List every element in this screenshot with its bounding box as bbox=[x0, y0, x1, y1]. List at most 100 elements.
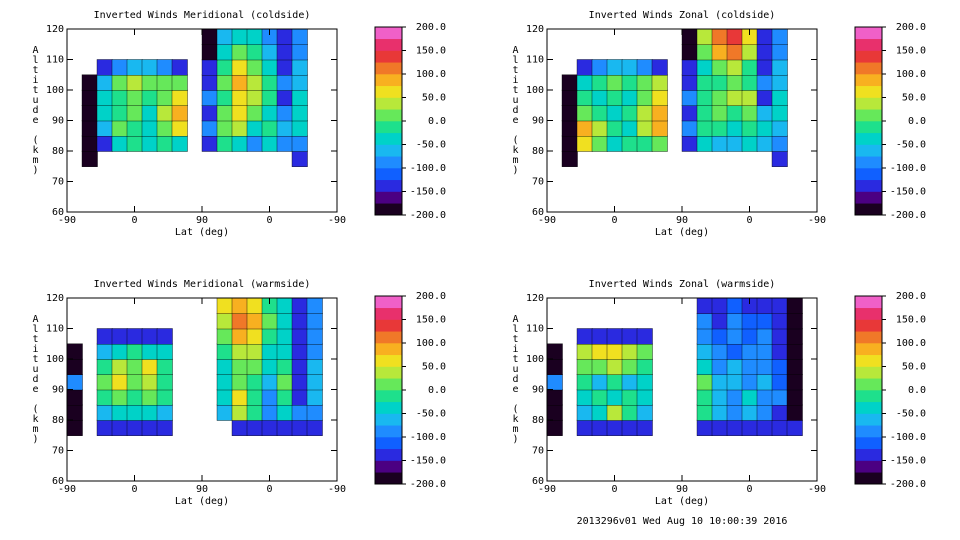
colorbar-band bbox=[855, 437, 882, 450]
contour-cell bbox=[306, 313, 323, 330]
contour-cell bbox=[726, 120, 743, 137]
y-tick-label: 100 bbox=[46, 85, 64, 96]
colorbar-band bbox=[855, 448, 882, 461]
contour-cell bbox=[636, 135, 653, 152]
contour-cell bbox=[621, 358, 638, 375]
contour-cell bbox=[711, 313, 728, 330]
contour-cell bbox=[711, 358, 728, 375]
contour-cell bbox=[261, 105, 278, 122]
contour-cell bbox=[261, 358, 278, 375]
contour-cell bbox=[771, 313, 788, 330]
contour-cell bbox=[621, 105, 638, 122]
contour-cell bbox=[696, 389, 713, 406]
contour-cell bbox=[246, 313, 263, 330]
contour-cell bbox=[141, 419, 158, 436]
contour-cell bbox=[261, 59, 278, 76]
colorbar-label: -50.0 bbox=[896, 140, 926, 151]
contour-cell bbox=[96, 120, 113, 137]
contour-cell bbox=[696, 59, 713, 76]
contour-cell bbox=[141, 135, 158, 152]
colorbar-band bbox=[855, 27, 882, 40]
colorbar-label: -150.0 bbox=[890, 187, 926, 198]
contour-cell bbox=[291, 135, 308, 152]
contour-cell bbox=[696, 419, 713, 436]
contour-cell bbox=[741, 120, 758, 137]
contour-cell bbox=[156, 374, 173, 391]
contour-cell bbox=[171, 135, 188, 152]
y-tick-label: 80 bbox=[532, 415, 544, 426]
contour-cell bbox=[621, 374, 638, 391]
contour-cell bbox=[771, 358, 788, 375]
contour-cell bbox=[291, 328, 308, 345]
contour-cell bbox=[261, 389, 278, 406]
y-axis-label: Altitude (km) bbox=[510, 45, 521, 175]
contour-cell bbox=[741, 343, 758, 360]
y-tick-label: 90 bbox=[532, 116, 544, 127]
contour-cell bbox=[606, 328, 623, 345]
contour-cell bbox=[111, 374, 128, 391]
contour-cell bbox=[651, 59, 668, 76]
contour-cell bbox=[111, 328, 128, 345]
contour-cell bbox=[201, 120, 218, 137]
contour-cell bbox=[696, 89, 713, 106]
contour-cell bbox=[726, 389, 743, 406]
colorbar-band bbox=[855, 425, 882, 438]
colorbar-band bbox=[375, 203, 402, 216]
contour-cell bbox=[306, 297, 323, 314]
colorbar-label: 50.0 bbox=[902, 93, 926, 104]
contour-cell bbox=[756, 135, 773, 152]
contour-cell bbox=[216, 135, 233, 152]
colorbar-band bbox=[375, 307, 402, 320]
contour-cell bbox=[66, 358, 83, 375]
contour-cell bbox=[696, 135, 713, 152]
contour-cell bbox=[261, 328, 278, 345]
x-tick-label: -90 bbox=[328, 484, 346, 495]
contour-cell bbox=[231, 120, 248, 137]
y-tick-label: 60 bbox=[532, 207, 544, 218]
contour-cell bbox=[261, 419, 278, 436]
contour-cell bbox=[276, 297, 293, 314]
contour-cell bbox=[231, 389, 248, 406]
contour-cell bbox=[786, 297, 803, 314]
contour-cell bbox=[561, 120, 578, 137]
contour-cell bbox=[171, 120, 188, 137]
contour-cell bbox=[711, 374, 728, 391]
contour-cell bbox=[81, 89, 98, 106]
contour-cell bbox=[291, 89, 308, 106]
contour-cell bbox=[756, 120, 773, 137]
contour-cell bbox=[711, 297, 728, 314]
colorbar-label: -200.0 bbox=[890, 479, 926, 490]
colorbar-band bbox=[375, 296, 402, 309]
contour-cell bbox=[126, 404, 143, 421]
contour-cell bbox=[276, 74, 293, 91]
contour-cell bbox=[246, 389, 263, 406]
contour-cell bbox=[741, 328, 758, 345]
contour-cell bbox=[726, 44, 743, 61]
contour-cell bbox=[636, 328, 653, 345]
contour-cell bbox=[216, 404, 233, 421]
contour-cell bbox=[726, 358, 743, 375]
contour-cell bbox=[141, 59, 158, 76]
contour-cell bbox=[156, 74, 173, 91]
contour-cell bbox=[216, 374, 233, 391]
colorbar-label: 200.0 bbox=[416, 22, 446, 33]
contour-cell bbox=[141, 105, 158, 122]
contour-cell bbox=[141, 328, 158, 345]
contour-cell bbox=[96, 419, 113, 436]
contour-cell bbox=[696, 28, 713, 45]
contour-cell bbox=[216, 328, 233, 345]
colorbar-band bbox=[855, 97, 882, 110]
y-tick-label: 110 bbox=[526, 324, 544, 335]
contour-cell bbox=[621, 89, 638, 106]
contour-cell bbox=[276, 419, 293, 436]
contour-cell bbox=[81, 105, 98, 122]
colorbar-band bbox=[375, 97, 402, 110]
x-axis-label: Lat (deg) bbox=[655, 496, 709, 507]
contour-cell bbox=[291, 374, 308, 391]
contour-cell bbox=[681, 105, 698, 122]
x-tick-label: 0 bbox=[611, 215, 617, 226]
contour-cell bbox=[111, 89, 128, 106]
contour-cell bbox=[156, 135, 173, 152]
colorbar-label: -150.0 bbox=[410, 187, 446, 198]
